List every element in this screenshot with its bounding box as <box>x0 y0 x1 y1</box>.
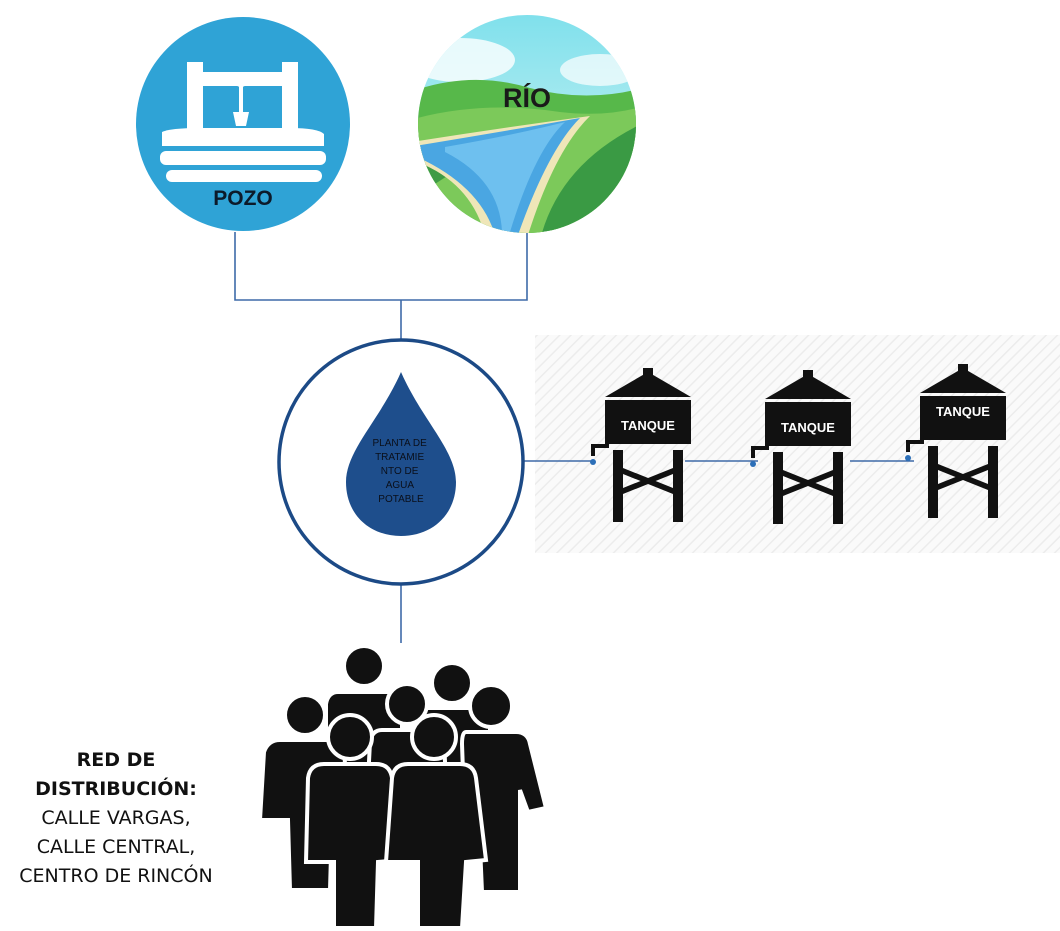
well-icon <box>160 62 326 182</box>
person-figure <box>303 713 401 930</box>
water-tank-icon <box>750 370 851 524</box>
connector-lines <box>234 232 528 643</box>
well-node: POZO <box>136 17 350 231</box>
river-label: RÍO <box>503 82 551 113</box>
water-drop-icon <box>346 372 456 536</box>
plant-label-line: TRATAMIE <box>375 452 424 463</box>
river-node: RÍO <box>418 15 636 233</box>
distribution-heading-line: RED DE <box>76 749 156 771</box>
plant-label: PLANTA DE TRATAMIE NTO DE AGUA POTABLE <box>372 438 429 505</box>
water-tank-2: TANQUE <box>750 370 851 524</box>
tank-label: TANQUE <box>621 418 675 433</box>
plant-label-line: NTO DE <box>381 466 419 477</box>
people-group-icon <box>257 644 549 930</box>
distribution-street: CENTRO DE RINCÓN <box>19 865 213 887</box>
water-tank-icon <box>905 364 1006 518</box>
plant-label-line: PLANTA DE <box>372 438 427 449</box>
water-tank-1: TANQUE <box>590 368 691 522</box>
tank-label: TANQUE <box>781 420 835 435</box>
treatment-plant-node: PLANTA DE TRATAMIE NTO DE AGUA POTABLE <box>277 338 525 586</box>
distribution-street: CALLE VARGAS, <box>41 807 191 829</box>
river-landscape-icon <box>418 15 636 233</box>
distribution-heading-line: DISTRIBUCIÓN: <box>35 778 197 800</box>
tank-label: TANQUE <box>936 404 990 419</box>
distribution-network-label: RED DE DISTRIBUCIÓN: CALLE VARGAS, CALLE… <box>0 746 232 891</box>
distribution-street: CALLE CENTRAL, <box>36 836 196 858</box>
well-label: POZO <box>213 187 273 210</box>
plant-label-line: AGUA <box>386 480 415 491</box>
water-tank-3: TANQUE <box>905 364 1006 518</box>
water-tank-icon <box>590 368 691 522</box>
person-figure <box>383 713 489 930</box>
plant-label-line: POTABLE <box>378 494 424 505</box>
